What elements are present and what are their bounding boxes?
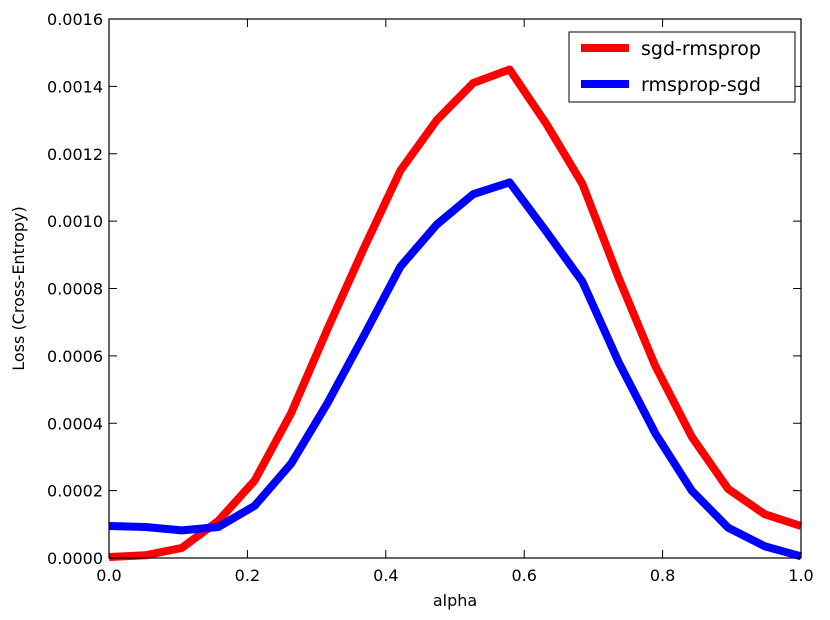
x-tick-label: 0.0 — [96, 566, 121, 585]
y-tick-label: 0.0010 — [47, 212, 103, 231]
y-tick-label: 0.0002 — [47, 482, 103, 501]
legend-label-sgd-rmsprop: sgd-rmsprop — [641, 38, 761, 60]
series-line-rmsprop-sgd — [108, 178, 803, 561]
x-axis-label: alpha — [433, 591, 477, 610]
legend-box — [568, 31, 796, 103]
x-tick-label: 0.6 — [511, 566, 536, 585]
x-tick-label: 0.4 — [373, 566, 398, 585]
y-tick-label: 0.0014 — [47, 77, 103, 96]
y-tick-label: 0.0008 — [47, 280, 103, 299]
y-tick-label: 0.0006 — [47, 347, 103, 366]
y-tick-label: 0.0016 — [47, 10, 103, 29]
x-tick-label: 1.0 — [788, 566, 813, 585]
y-tick-label: 0.0000 — [47, 549, 103, 568]
y-axis-label: Loss (Cross-Entropy) — [9, 206, 28, 370]
series-line-sgd-rmsprop — [108, 65, 803, 561]
axis-ticks: 0.0 0.2 0.4 0.6 0.8 1.0 0.0000 0.0002 0.0004 0.00… — [47, 10, 814, 585]
x-tick-label: 0.8 — [650, 566, 675, 585]
legend-label-rmsprop-sgd: rmsprop-sgd — [641, 74, 761, 96]
series-lines — [108, 65, 803, 561]
y-tick-label: 0.0004 — [47, 414, 103, 433]
legend: sgd-rmsprop rmsprop-sgd — [568, 31, 796, 103]
y-tick-label: 0.0012 — [47, 145, 103, 164]
x-tick-label: 0.2 — [235, 566, 260, 585]
